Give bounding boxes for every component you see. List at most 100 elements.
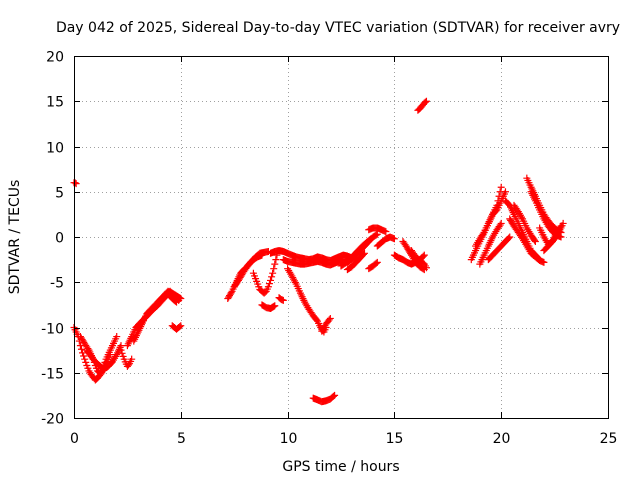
series-c1: [224, 251, 266, 303]
data-point: [420, 251, 428, 259]
data-point: [82, 358, 90, 366]
data-point: [227, 289, 235, 297]
series-e6: [365, 258, 381, 273]
data-point: [269, 269, 277, 277]
data-point: [113, 333, 121, 341]
y-axis-title: SDTVAR / TECUs: [7, 180, 23, 295]
x-tick-label: 10: [280, 431, 298, 447]
data-point: [289, 274, 297, 282]
series-b4: [168, 322, 185, 333]
series-e2: [337, 235, 375, 270]
data-points: [70, 97, 567, 406]
series-g2: [472, 188, 509, 250]
data-point: [365, 236, 373, 244]
chart-title: Day 042 of 2025, Sidereal Day-to-day VTE…: [56, 20, 620, 36]
y-tick-label: -5: [50, 276, 64, 292]
data-point: [326, 314, 334, 322]
x-tick-label: 20: [493, 431, 511, 447]
series-e4: [365, 224, 390, 236]
data-point: [531, 236, 539, 244]
data-point: [177, 295, 185, 303]
series-i4: [540, 222, 565, 255]
x-tick-labels: 0 5 10 15 20 25: [70, 431, 617, 447]
data-point: [291, 278, 299, 286]
data-point: [271, 302, 279, 310]
data-point: [271, 260, 279, 268]
data-point: [422, 97, 430, 105]
y-tick-label: -10: [41, 322, 64, 338]
data-point: [288, 272, 296, 280]
series-t0: [70, 179, 80, 188]
data-point: [556, 224, 564, 232]
data-point: [421, 98, 429, 106]
y-tick-label: 15: [46, 95, 64, 111]
x-tick-label: 0: [70, 431, 79, 447]
x-axis-title: GPS time / hours: [282, 459, 399, 475]
data-point: [117, 346, 125, 354]
data-point: [390, 235, 398, 243]
data-point: [422, 264, 430, 272]
data-point: [72, 180, 80, 188]
x-tick-label: 25: [600, 431, 618, 447]
series-f4: [414, 97, 430, 114]
data-point: [373, 258, 381, 266]
series-c3: [249, 251, 281, 297]
y-tick-label: -20: [41, 412, 64, 428]
x-tick-label: 5: [177, 431, 186, 447]
data-point: [268, 273, 276, 281]
y-tick-label: 0: [55, 231, 64, 247]
data-point: [124, 361, 132, 369]
series-e3: [343, 249, 368, 274]
data-point: [501, 188, 509, 196]
data-point: [419, 252, 427, 260]
series-g3: [476, 219, 505, 268]
series-h2: [506, 215, 548, 266]
data-point: [290, 277, 298, 285]
data-point: [505, 234, 513, 242]
data-point: [497, 183, 505, 191]
data-point: [128, 355, 136, 363]
data-point: [172, 297, 180, 305]
data-point: [557, 222, 565, 230]
series-a4: [117, 346, 136, 370]
data-point: [479, 230, 487, 238]
series-c4: [258, 301, 279, 312]
data-point: [265, 280, 273, 288]
data-point: [176, 323, 184, 331]
series-f3: [407, 247, 430, 272]
data-point: [382, 228, 390, 236]
data-point: [372, 259, 380, 267]
series-b3: [134, 290, 181, 331]
series-c7: [284, 265, 330, 336]
series-e5: [373, 233, 398, 250]
data-point: [270, 265, 278, 273]
data-point: [177, 322, 185, 330]
data-point: [531, 238, 539, 246]
x-tick-label: 15: [386, 431, 404, 447]
data-point: [359, 250, 367, 258]
data-point: [367, 235, 375, 243]
data-point: [118, 349, 126, 357]
data-point: [372, 231, 380, 239]
series-h3: [510, 201, 539, 246]
data-point: [331, 391, 339, 399]
data-point: [290, 275, 298, 283]
data-point: [71, 179, 79, 187]
series-c9: [275, 294, 287, 304]
series-a3: [83, 342, 125, 373]
data-point: [373, 230, 381, 238]
data-point: [497, 219, 505, 227]
data-point: [81, 355, 89, 363]
series-g4: [484, 233, 514, 264]
data-point: [325, 316, 333, 324]
data-point: [506, 233, 514, 241]
y-tick-labels: -20 -15 -10 -5 0 5 10 15 20: [41, 50, 64, 428]
y-tick-label: 5: [55, 186, 64, 202]
data-point: [264, 283, 272, 291]
axis-ticks: [74, 56, 609, 419]
data-point: [79, 349, 87, 357]
data-point: [267, 276, 275, 284]
data-point: [279, 296, 287, 304]
